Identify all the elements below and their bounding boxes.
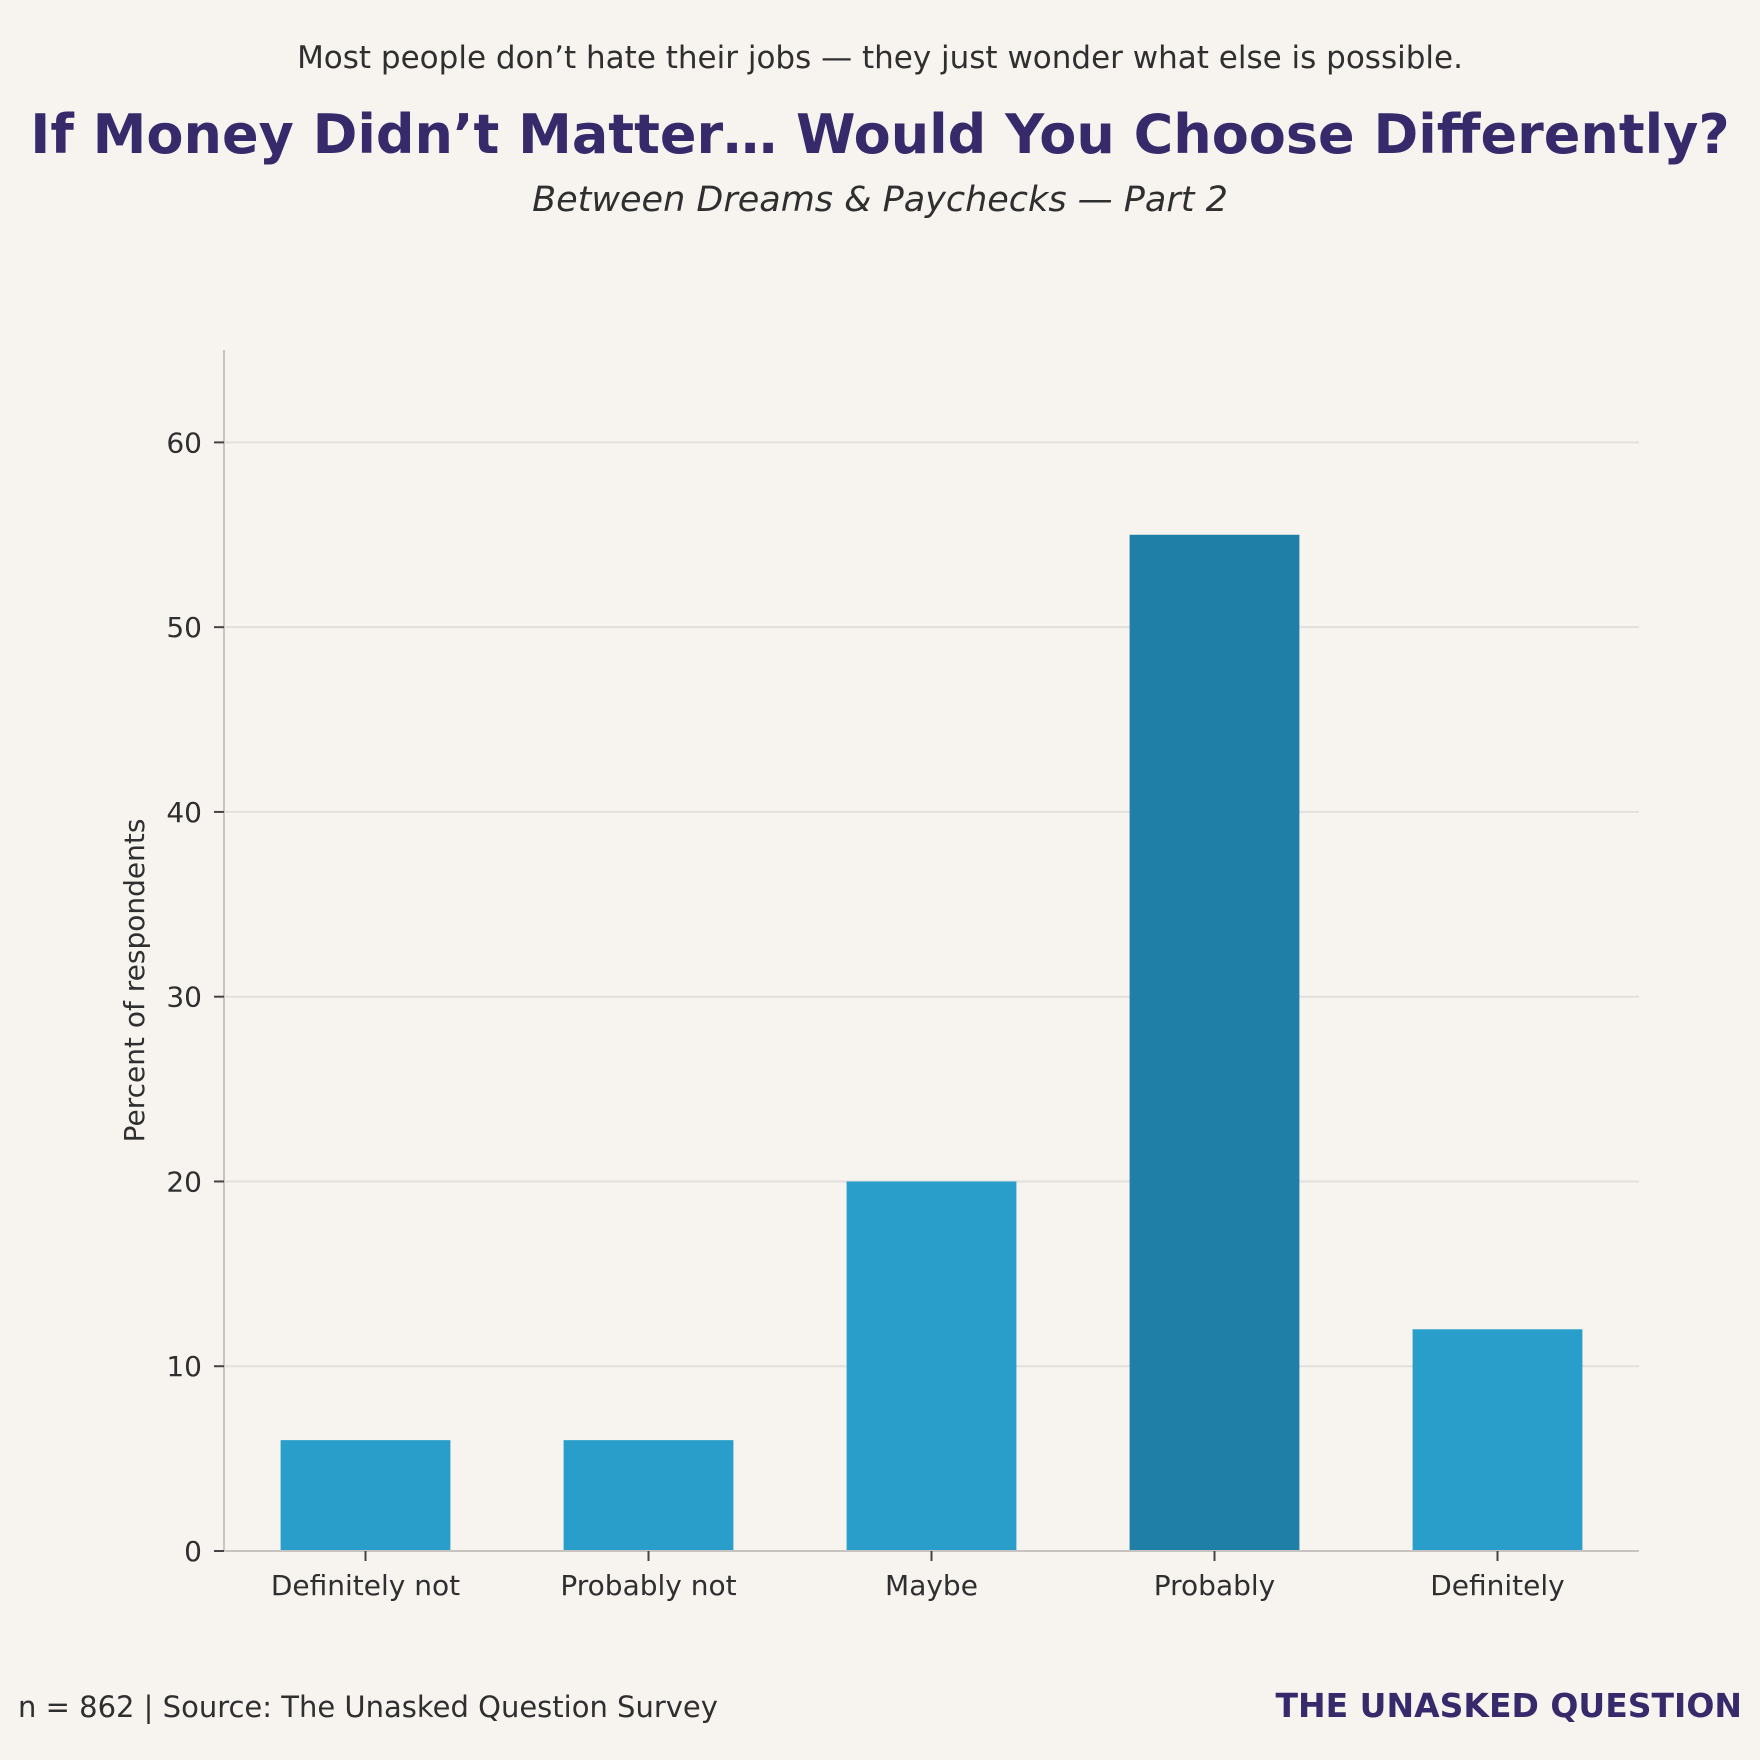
source-note: n = 862 | Source: The Unasked Question S… <box>18 1690 718 1724</box>
y-ticks: 0 10 20 30 40 50 60 <box>166 426 224 1568</box>
brand-logo: THE UNASKED QUESTION <box>1275 1686 1743 1725</box>
chart-kicker: Most people don’t hate their jobs — they… <box>297 40 1463 76</box>
y-tick-label: 30 <box>166 981 202 1014</box>
y-tick-label: 10 <box>166 1350 202 1383</box>
bar <box>280 1440 451 1551</box>
chart-title: If Money Didn’t Matter… Would You Choose… <box>30 103 1730 166</box>
y-tick-label: 20 <box>166 1165 202 1198</box>
x-tick-label: Probably <box>1154 1569 1275 1602</box>
bar <box>563 1440 734 1551</box>
x-tick-label: Probably not <box>560 1569 736 1602</box>
x-tick-label: Maybe <box>885 1569 978 1602</box>
y-tick-label: 0 <box>184 1535 202 1568</box>
y-tick-label: 50 <box>166 611 202 644</box>
bar <box>1412 1329 1583 1551</box>
bars <box>280 534 1583 1551</box>
y-tick-label: 40 <box>166 796 202 829</box>
bar <box>846 1181 1017 1551</box>
bar <box>1129 534 1300 1551</box>
grid-lines <box>224 441 1639 1368</box>
y-axis-label: Percent of respondents <box>118 819 151 1143</box>
chart-subtitle: Between Dreams & Paychecks — Part 2 <box>532 180 1228 220</box>
x-tick-label: Definitely <box>1430 1569 1565 1602</box>
x-tick-label: Definitely not <box>271 1569 460 1602</box>
x-ticks: Definitely not Probably not Maybe Probably D… <box>271 1551 1565 1602</box>
y-tick-label: 60 <box>166 426 202 459</box>
